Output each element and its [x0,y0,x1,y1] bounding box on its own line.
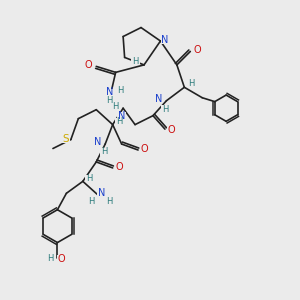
FancyBboxPatch shape [105,198,113,205]
Text: H: H [188,79,194,88]
FancyBboxPatch shape [115,118,123,125]
FancyBboxPatch shape [88,198,96,205]
Text: H: H [118,86,124,95]
FancyBboxPatch shape [106,96,114,104]
Text: O: O [116,162,123,172]
Text: O: O [168,125,175,135]
Text: O: O [57,254,65,264]
FancyBboxPatch shape [155,95,163,103]
Text: H: H [116,117,122,126]
FancyBboxPatch shape [161,105,170,113]
Text: H: H [47,254,53,263]
FancyBboxPatch shape [131,58,140,65]
Text: O: O [85,61,93,70]
Text: N: N [118,111,125,121]
Text: O: O [141,144,148,154]
FancyBboxPatch shape [85,62,93,69]
FancyBboxPatch shape [100,148,108,155]
Text: H: H [106,197,112,206]
FancyBboxPatch shape [167,127,176,134]
Text: N: N [155,94,163,104]
Text: H: H [101,147,107,156]
FancyBboxPatch shape [94,139,102,146]
FancyBboxPatch shape [61,135,70,143]
Text: N: N [161,35,169,45]
FancyBboxPatch shape [140,146,149,153]
Text: H: H [88,197,95,206]
Text: H: H [86,174,93,183]
Text: H: H [112,102,119,111]
FancyBboxPatch shape [46,255,54,263]
FancyBboxPatch shape [106,88,114,96]
FancyBboxPatch shape [57,255,65,263]
FancyBboxPatch shape [117,87,125,94]
FancyBboxPatch shape [112,103,120,110]
Text: S: S [62,134,69,144]
Text: H: H [162,105,168,114]
FancyBboxPatch shape [193,46,201,53]
FancyBboxPatch shape [115,164,123,171]
Text: N: N [98,188,105,198]
FancyBboxPatch shape [161,37,169,44]
Text: N: N [106,87,113,98]
Text: H: H [106,96,113,105]
Text: O: O [193,45,201,55]
FancyBboxPatch shape [85,175,94,182]
FancyBboxPatch shape [187,80,195,87]
Text: N: N [94,137,101,147]
FancyBboxPatch shape [97,189,106,196]
FancyBboxPatch shape [117,112,125,120]
Text: H: H [133,57,139,66]
